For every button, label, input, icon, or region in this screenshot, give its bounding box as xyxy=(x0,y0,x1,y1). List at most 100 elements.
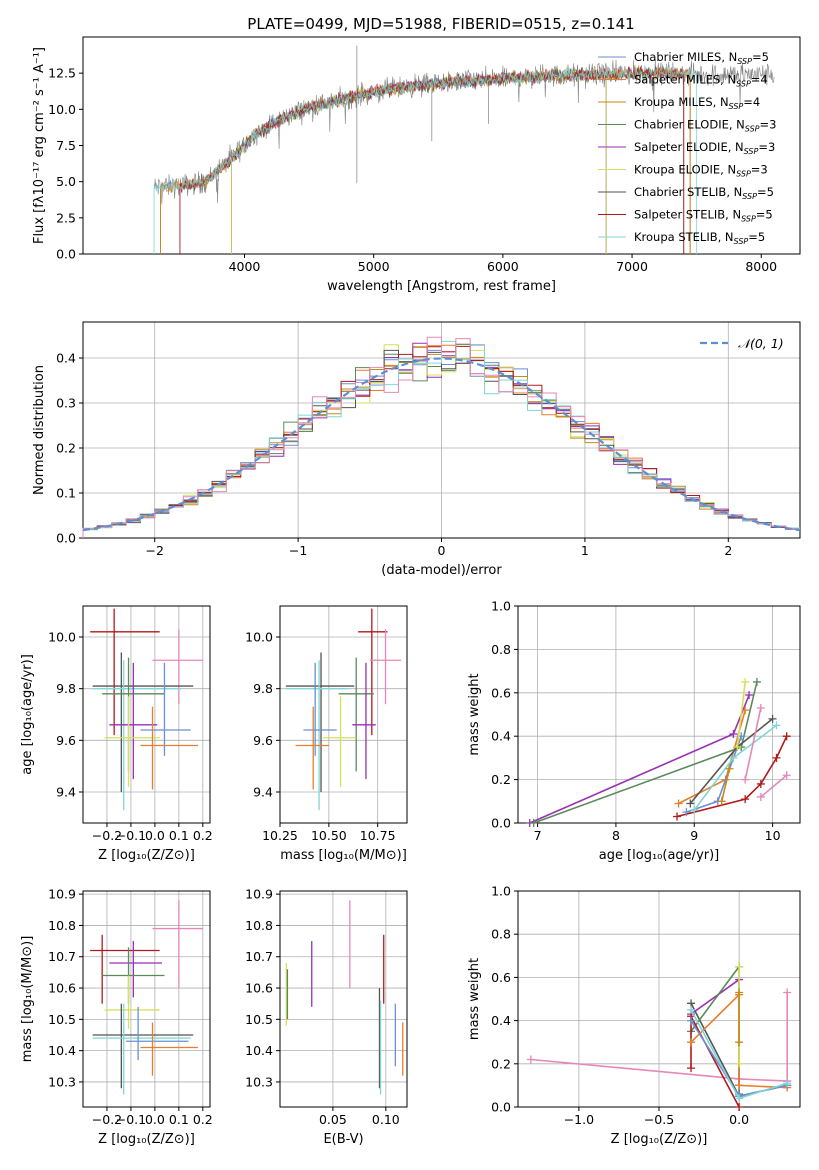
age_vs_mass-frame xyxy=(279,605,408,824)
weight-marker xyxy=(756,792,765,801)
weight-marker xyxy=(745,690,754,699)
weight-marker xyxy=(686,799,695,808)
weight-marker xyxy=(529,819,538,827)
x-tick-label: 0.0 xyxy=(729,1112,749,1127)
weight_vs_Z-lines xyxy=(526,962,792,1111)
legend-entry-tail: =5 xyxy=(756,208,773,222)
y-tick-label: 10.8 xyxy=(245,918,273,933)
weight_vs_Z-axes: −1.0 −0.5 0.0 0.0 0.2 0.4 0.6 0.8 1.0 Z [log₁₀(Z/… xyxy=(467,884,801,1147)
x-tick-label: 0.1 xyxy=(169,1112,189,1127)
y-tick-label: 0.6 xyxy=(491,685,511,700)
x-tick-label: 10.50 xyxy=(311,828,347,843)
y-axis-label: mass weight xyxy=(467,958,482,1040)
legend-entry: Salpeter MILES, NSSP=4 xyxy=(634,73,768,89)
x-tick-label: −2 xyxy=(145,543,163,558)
y-tick-label: 10.9 xyxy=(245,887,273,902)
x-axis-label: mass [log₁₀(M/M⊙)] xyxy=(280,848,407,863)
y-tick-label: 7.5 xyxy=(56,138,76,153)
weight-marker xyxy=(733,743,742,752)
weight-marker xyxy=(687,1016,696,1025)
legend-entry: Chabrier ELODIE, NSSP=3 xyxy=(634,118,776,134)
legend-entry-sub: SSP xyxy=(736,80,751,89)
y-axis-label: mass [log₁₀(M/M⊙)] xyxy=(20,936,35,1063)
legend-entry-main: Chabrier ELODIE, N xyxy=(634,118,745,132)
x-tick-label: 7 xyxy=(534,828,542,843)
legend-entry-tail: =3 xyxy=(751,163,768,177)
legend-entry: Kroupa MILES, NSSP=4 xyxy=(634,95,760,111)
mass_vs_Z-points xyxy=(90,900,203,1095)
weight-marker xyxy=(752,677,761,686)
mass_vs_Z-frame xyxy=(82,890,211,1108)
x-tick-label: 2 xyxy=(724,543,732,558)
y-tick-label: 9.8 xyxy=(253,681,273,696)
weight-marker xyxy=(687,1064,696,1073)
weight-line xyxy=(744,707,762,780)
weight-marker xyxy=(729,730,738,739)
weight-marker xyxy=(682,808,691,817)
weight-marker xyxy=(717,797,726,806)
y-tick-label: 0.4 xyxy=(491,729,511,744)
weight-marker xyxy=(687,1038,696,1047)
weight-marker xyxy=(735,1103,744,1111)
weight-marker xyxy=(673,812,682,821)
x-tick-label: 10 xyxy=(765,828,781,843)
residual-legend: 𝒩(0, 1) xyxy=(700,336,784,351)
weight-marker xyxy=(756,779,765,788)
x-axis-label: wavelength [Angstrom, rest frame] xyxy=(327,279,556,294)
x-tick-label: 0.10 xyxy=(372,1112,400,1127)
x-axis-label: Z [log₁₀(Z/Z⊙)] xyxy=(98,848,195,863)
spectrum-axes: 4000 5000 6000 7000 8000 0.0 2.5 5.0 7.5 10.0 12.5… xyxy=(32,36,801,294)
y-tick-label: 0.4 xyxy=(491,1013,511,1028)
legend-entry-tail: =4 xyxy=(751,73,768,87)
x-axis-label: E(B-V) xyxy=(323,1132,363,1147)
y-tick-label: 10.4 xyxy=(245,1043,273,1058)
normal-curve xyxy=(82,357,801,532)
x-tick-label: 5000 xyxy=(358,259,390,274)
legend-entry: Chabrier MILES, NSSP=5 xyxy=(634,50,769,66)
y-tick-label: 10.4 xyxy=(48,1043,76,1058)
y-tick-label: 9.6 xyxy=(253,733,273,748)
y-tick-label: 9.4 xyxy=(253,785,273,800)
weight-line xyxy=(760,774,788,798)
age_vs_Z-frame xyxy=(82,605,211,824)
weight-marker xyxy=(756,703,765,712)
spectrum-lines xyxy=(153,45,775,254)
y-tick-label: 0.2 xyxy=(491,772,511,787)
y-tick-label: 9.8 xyxy=(56,681,76,696)
y-axis-label: mass weight xyxy=(467,673,482,755)
legend-entry: Kroupa ELODIE, NSSP=3 xyxy=(634,163,768,179)
x-axis-label: Z [log₁₀(Z/Z⊙)] xyxy=(98,1132,195,1147)
y-tick-label: 10.9 xyxy=(48,887,76,902)
x-tick-label: −1.0 xyxy=(564,1112,594,1127)
y-axis-label: age [log₁₀(age/yr)] xyxy=(20,654,35,775)
legend-entry-sub: SSP xyxy=(744,147,759,156)
x-tick-label: 9 xyxy=(690,828,698,843)
x-tick-label: −0.2 xyxy=(92,828,122,843)
figure-title: PLATE=0499, MJD=51988, FIBERID=0515, z=0… xyxy=(247,15,634,33)
y-tick-label: 0.2 xyxy=(56,441,76,456)
mass_vs_ebv-points xyxy=(285,900,404,1095)
legend-entry: 𝒩(0, 1) xyxy=(738,336,784,351)
weight-marker xyxy=(735,1059,744,1068)
y-tick-label: 0.8 xyxy=(491,642,511,657)
y-tick-label: 10.3 xyxy=(48,1074,76,1089)
y-tick-label: 10.7 xyxy=(245,949,273,964)
y-tick-label: 10.6 xyxy=(48,981,76,996)
x-tick-label: −0.1 xyxy=(116,1112,146,1127)
age_vs_Z-axes: −0.2−0.10.0 0.1 0.2 9.4 9.6 9.8 10.0 Z [log₁₀(Z… xyxy=(20,605,213,863)
spectrum-legend: Chabrier MILES, NSSP=5 Salpeter MILES, NS… xyxy=(598,50,776,246)
weight-line xyxy=(736,681,746,748)
weight-marker xyxy=(783,1079,792,1088)
weight-marker xyxy=(772,721,781,730)
x-axis-label: (data-model)/error xyxy=(381,563,502,578)
weight-line xyxy=(676,735,788,818)
y-tick-label: 10.7 xyxy=(48,949,76,964)
y-tick-label: 0.0 xyxy=(56,531,76,546)
legend-entry-tail: =4 xyxy=(743,95,760,109)
weight-marker xyxy=(526,1055,535,1064)
x-tick-label: 6000 xyxy=(487,259,519,274)
weight-marker xyxy=(687,1005,696,1014)
residual-histogram xyxy=(82,340,800,538)
y-tick-label: 0.1 xyxy=(56,486,76,501)
